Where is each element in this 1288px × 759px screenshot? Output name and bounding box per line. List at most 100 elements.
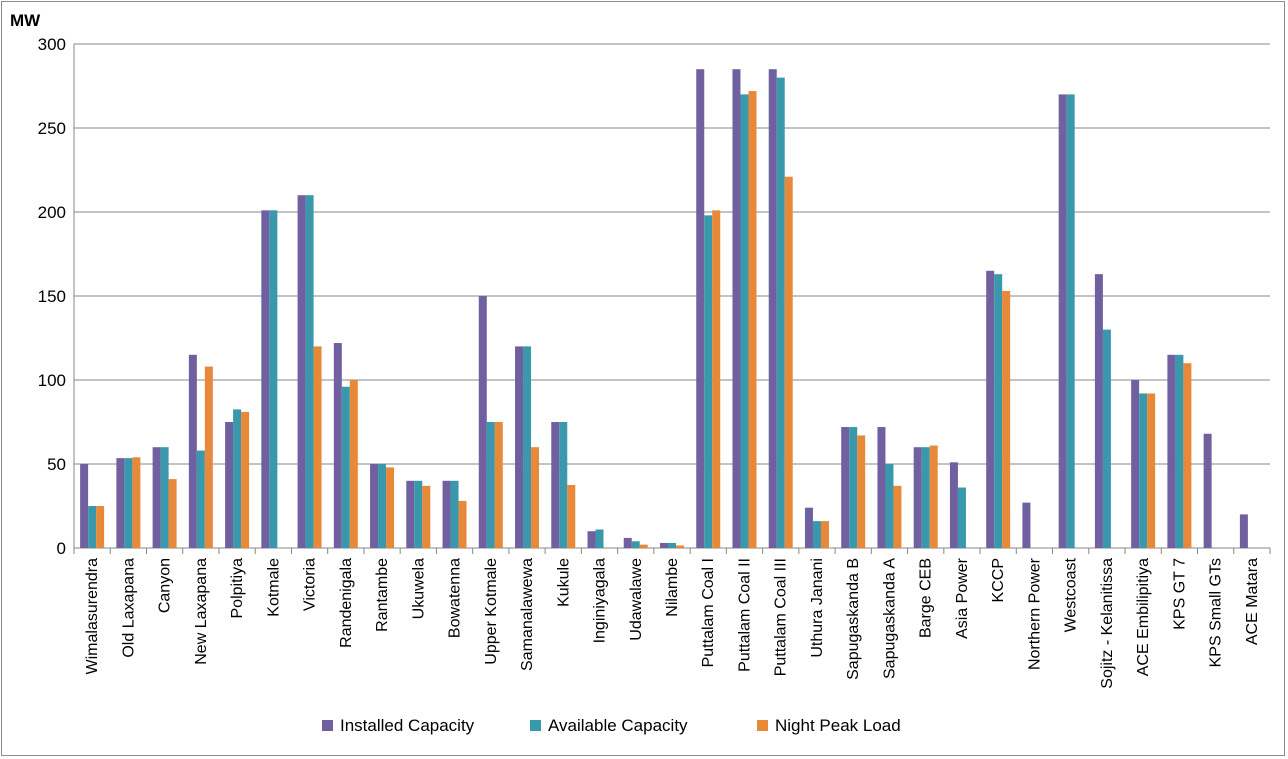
- bar: [515, 346, 524, 548]
- y-tick-label: 50: [47, 455, 66, 474]
- bar: [261, 210, 270, 548]
- y-tick-label: 0: [57, 539, 66, 558]
- x-category-label: New Laxapana: [193, 558, 210, 665]
- bar: [378, 464, 387, 548]
- x-category-label: Upper Kotmale: [483, 558, 500, 665]
- bar: [913, 447, 922, 548]
- bar: [893, 485, 902, 548]
- bar: [986, 270, 995, 548]
- x-category-label: Ukuwela: [410, 558, 427, 619]
- x-category-label: Samanalawewa: [519, 558, 536, 671]
- y-tick-label: 100: [38, 371, 66, 390]
- bar: [704, 215, 713, 549]
- bar: [668, 542, 676, 548]
- bar: [1203, 433, 1212, 548]
- bar: [494, 422, 503, 548]
- bar: [1102, 329, 1111, 548]
- bar: [1139, 393, 1148, 548]
- bar: [486, 422, 495, 548]
- bar: [639, 544, 648, 548]
- bar: [531, 447, 540, 548]
- x-category-label: Inginiyagala: [592, 558, 609, 644]
- bar: [849, 427, 858, 548]
- bar: [784, 176, 793, 548]
- bar: [776, 77, 785, 548]
- bar: [313, 346, 322, 548]
- legend-label: Installed Capacity: [340, 716, 475, 735]
- x-category-label: Sapugaskanda B: [845, 558, 862, 680]
- bar: [124, 458, 133, 548]
- bar: [1239, 514, 1248, 548]
- bar: [732, 69, 741, 548]
- x-category-label: Polpitiya: [229, 558, 246, 619]
- bar: [1183, 363, 1192, 548]
- bar: [929, 445, 938, 548]
- x-category-label: Uthura Janani: [809, 558, 826, 658]
- x-category-label: Rantambe: [374, 558, 391, 632]
- bar: [885, 464, 894, 548]
- x-category-label: Puttalam Coal I: [700, 558, 717, 667]
- x-category-label: KPS GT 7: [1171, 558, 1188, 630]
- bar: [812, 521, 821, 548]
- x-category-label: KCCP: [990, 558, 1007, 602]
- bar: [994, 274, 1003, 548]
- bar: [696, 69, 705, 548]
- bar: [595, 529, 604, 548]
- bar: [269, 210, 278, 548]
- bar: [740, 94, 749, 549]
- x-category-label: Sapugaskanda A: [881, 558, 898, 679]
- bar: [587, 531, 596, 548]
- x-category-label: Victoria: [302, 558, 319, 611]
- bar: [1094, 274, 1103, 548]
- x-category-label: Puttalam Coal II: [736, 558, 753, 672]
- bar: [160, 447, 169, 548]
- x-category-label: Wimalasurendra: [84, 558, 101, 675]
- bar: [1167, 354, 1176, 548]
- bar: [820, 521, 829, 548]
- bar: [921, 447, 930, 548]
- legend-swatch: [530, 720, 541, 731]
- bar: [305, 195, 314, 548]
- bar: [949, 462, 958, 548]
- y-tick-label: 300: [38, 35, 66, 54]
- bar: [551, 422, 560, 548]
- bar: [386, 467, 395, 548]
- x-category-label: Northern Power: [1026, 557, 1043, 670]
- x-category-label: Barge CEB: [918, 558, 935, 638]
- legend-swatch: [757, 720, 768, 731]
- x-category-label: Old Laxapana: [120, 558, 137, 658]
- y-tick-label: 150: [38, 287, 66, 306]
- bar: [152, 447, 161, 548]
- bar: [204, 366, 213, 548]
- x-category-label: Kukule: [555, 558, 572, 607]
- bar: [406, 480, 415, 548]
- bar: [623, 537, 632, 548]
- bar: [804, 507, 813, 548]
- bar: [631, 541, 640, 548]
- bar: [188, 354, 197, 548]
- bar: [768, 69, 777, 548]
- bar: [712, 210, 721, 548]
- bar: [422, 485, 431, 548]
- bar: [442, 480, 451, 548]
- x-category-label: KPS Small GTs: [1208, 558, 1225, 667]
- x-category-label: Bowatenna: [447, 558, 464, 638]
- bar: [857, 435, 866, 548]
- bar: [478, 296, 487, 548]
- x-category-label: ACE Matara: [1244, 558, 1261, 645]
- bar: [297, 195, 306, 548]
- y-tick-label: 200: [38, 203, 66, 222]
- bar: [1058, 94, 1067, 549]
- bar: [241, 411, 250, 548]
- bar: [341, 386, 350, 548]
- bar: [370, 464, 379, 548]
- bar: [841, 427, 850, 548]
- bar: [116, 458, 125, 548]
- bar: [523, 346, 532, 548]
- bar: [957, 487, 966, 548]
- bar: [458, 500, 467, 548]
- bar: [676, 545, 684, 548]
- y-tick-label: 250: [38, 119, 66, 138]
- legend-label: Available Capacity: [548, 716, 688, 735]
